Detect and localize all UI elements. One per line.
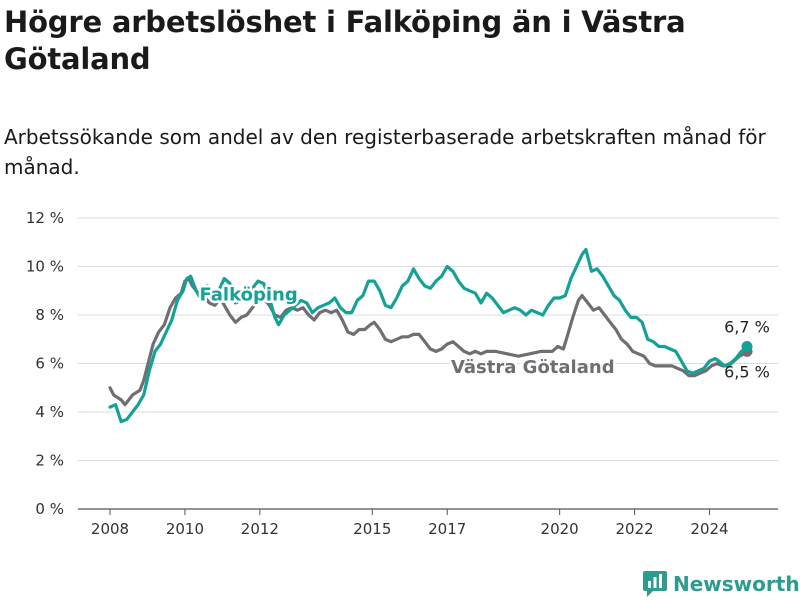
newsworthy-brand[interactable]: Newsworthy: [643, 568, 800, 600]
y-tick-label: 8 %: [35, 306, 64, 324]
x-tick-label: 2008: [91, 520, 129, 538]
x-tick-label: 2012: [241, 520, 279, 538]
series-name-label: Falköping: [200, 284, 298, 305]
end-value-label: 6,7 %: [724, 318, 770, 337]
chart-subtitle: Arbetssökande som andel av den registerb…: [4, 125, 766, 179]
series-end-point: [741, 341, 753, 353]
y-tick-label: 4 %: [35, 403, 64, 421]
end-value-label: 6,5 %: [724, 362, 770, 381]
grid-lines: [78, 217, 778, 510]
y-axis: 0 % 2 % 4 % 6 % 8 % 10 % 12 %: [26, 209, 64, 518]
series-line: [108, 277, 749, 407]
y-tick-label: 10 %: [26, 258, 64, 276]
x-tick-label: 2015: [353, 520, 391, 538]
series-lines: [108, 247, 753, 424]
x-tick-label: 2017: [428, 520, 466, 538]
y-tick-label: 0 %: [35, 500, 64, 518]
series-name-label: Västra Götaland: [451, 357, 615, 378]
x-axis: 2008 2010 2012 2015 2017 2020 2022 2024: [91, 509, 729, 538]
y-tick-label: 2 %: [35, 452, 64, 470]
y-tick-label: 6 %: [35, 355, 64, 373]
x-tick-label: 2024: [690, 520, 728, 538]
series-line: [108, 247, 749, 424]
x-tick-label: 2022: [615, 520, 653, 538]
x-tick-label: 2020: [541, 520, 579, 538]
chart-title: Högre arbetslöshet i Falköping än i Väst…: [4, 5, 686, 76]
newsworthy-logo-icon: [643, 571, 667, 597]
y-tick-label: 12 %: [26, 209, 64, 227]
x-tick-label: 2010: [166, 520, 204, 538]
brand-name: Newsworthy: [673, 572, 800, 596]
series-labels: Falköping Västra Götaland 6,7 % 6,5 %: [197, 282, 770, 381]
